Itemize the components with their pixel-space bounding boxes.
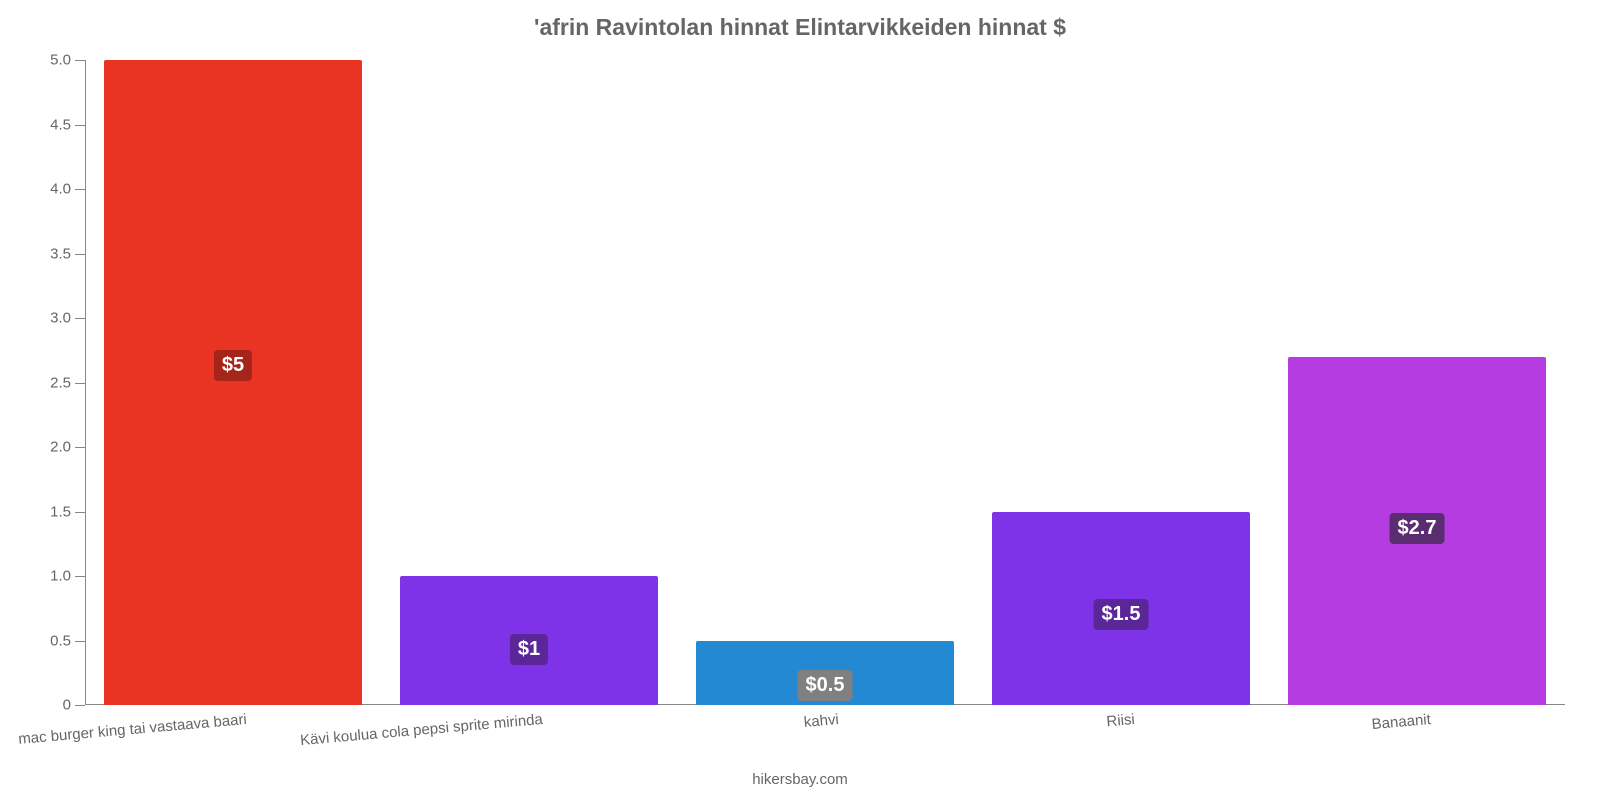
bar: $0.5 [696,641,954,706]
ytick-label: 5.0 [50,52,85,69]
bar-value-label: $1.5 [1094,599,1149,630]
bar: $5 [104,60,362,705]
price-bar-chart: 'afrin Ravintolan hinnat Elintarvikkeide… [0,0,1600,800]
xtick-label: kahvi [803,711,839,731]
xtick-label: mac burger king tai vastaava baari [17,711,247,748]
bar: $2.7 [1288,357,1546,705]
ytick-label: 2.5 [50,374,85,391]
bar: $1.5 [992,512,1250,706]
chart-credit: hikersbay.com [0,771,1600,788]
ytick-label: 1.0 [50,568,85,585]
ytick-label: 4.0 [50,181,85,198]
ytick-label: 1.5 [50,503,85,520]
bar: $1 [400,576,658,705]
ytick-label: 0.5 [50,632,85,649]
xtick-label: Riisi [1106,711,1136,730]
bar-value-label: $5 [214,350,252,381]
ytick-label: 3.0 [50,310,85,327]
ytick-label: 3.5 [50,245,85,262]
ytick-label: 0 [63,697,85,714]
chart-title: 'afrin Ravintolan hinnat Elintarvikkeide… [0,14,1600,41]
ytick-label: 2.0 [50,439,85,456]
bars-container: $5 $1 $0.5 $1.5 $2.7 [85,60,1565,705]
bar-value-label: $2.7 [1390,513,1445,544]
bar-value-label: $1 [510,634,548,665]
ytick-label: 4.5 [50,116,85,133]
xtick-label: Banaanit [1371,711,1431,733]
plot-area: $5$1$0.5$1.5$2.7 00.51.01.52.02.53.03.54… [85,60,1565,705]
xtick-label: Kävi koulua cola pepsi sprite mirinda [299,711,543,749]
bar-value-label: $0.5 [798,670,853,701]
